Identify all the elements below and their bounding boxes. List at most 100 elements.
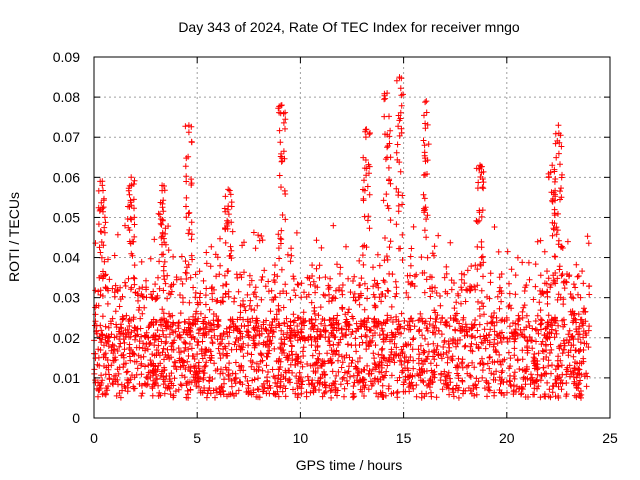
data-point — [379, 345, 386, 352]
data-point — [386, 176, 393, 183]
data-point — [409, 346, 416, 353]
data-point — [498, 317, 505, 324]
data-point — [126, 182, 133, 189]
data-point — [353, 320, 360, 327]
data-point — [111, 252, 118, 259]
data-point — [92, 240, 99, 247]
data-point — [185, 153, 192, 160]
data-point — [250, 325, 257, 332]
data-point — [471, 364, 478, 371]
data-point — [570, 353, 577, 360]
data-point — [406, 322, 413, 329]
data-point — [308, 325, 314, 332]
data-point — [534, 238, 541, 245]
data-point — [92, 311, 99, 318]
data-point — [484, 393, 490, 400]
data-point — [183, 382, 190, 389]
data-point — [427, 315, 434, 322]
data-point — [476, 207, 483, 214]
data-point — [381, 279, 388, 285]
data-point — [222, 225, 228, 231]
data-point — [537, 316, 544, 323]
data-point — [182, 269, 189, 276]
data-point — [491, 336, 498, 343]
data-point — [131, 205, 137, 212]
y-tick-label: 0.09 — [53, 49, 80, 65]
data-point — [498, 389, 504, 396]
data-point — [99, 275, 106, 282]
data-point — [321, 379, 328, 386]
data-point — [104, 285, 111, 292]
data-point — [394, 388, 401, 395]
data-point — [580, 280, 587, 287]
data-point — [155, 382, 162, 389]
data-point — [467, 373, 474, 380]
data-point — [290, 386, 296, 393]
data-point — [479, 367, 486, 374]
data-point — [552, 366, 559, 373]
data-point — [380, 331, 387, 338]
data-point — [187, 329, 194, 335]
data-point — [553, 330, 560, 337]
data-point — [114, 286, 121, 293]
data-point — [265, 343, 271, 350]
data-point — [360, 261, 367, 268]
data-point — [386, 270, 393, 277]
data-point — [213, 273, 220, 280]
data-point — [131, 275, 138, 282]
data-point — [236, 363, 243, 370]
data-point — [346, 354, 353, 361]
data-point — [187, 327, 193, 334]
data-point — [458, 284, 465, 291]
data-point — [322, 371, 329, 378]
data-point — [123, 312, 130, 319]
data-point — [364, 295, 371, 302]
data-point — [101, 214, 108, 221]
data-point — [164, 295, 171, 302]
data-point — [523, 312, 530, 319]
data-point — [511, 369, 518, 376]
data-point — [382, 235, 388, 241]
data-point — [303, 393, 310, 400]
data-point — [431, 347, 438, 354]
data-point — [463, 363, 470, 370]
data-point — [371, 360, 378, 367]
data-point — [282, 109, 289, 116]
data-point — [543, 347, 549, 354]
data-point — [510, 373, 517, 380]
data-point — [361, 177, 367, 184]
data-point — [461, 280, 468, 287]
data-point — [548, 370, 554, 377]
data-point — [278, 150, 285, 157]
data-point — [359, 243, 366, 250]
data-point — [239, 242, 246, 249]
data-point — [468, 340, 475, 347]
data-point — [272, 390, 279, 397]
data-point — [464, 332, 471, 339]
data-point — [112, 378, 119, 385]
data-point — [114, 288, 121, 295]
data-point — [160, 376, 167, 383]
data-point — [415, 360, 422, 367]
data-point — [536, 299, 543, 306]
data-point — [514, 254, 521, 261]
data-point — [581, 305, 587, 312]
data-point — [308, 342, 315, 349]
data-point — [278, 236, 285, 243]
data-point — [541, 248, 548, 255]
data-point — [177, 334, 184, 341]
data-point — [240, 353, 247, 360]
data-point — [474, 327, 481, 334]
data-point — [582, 318, 589, 325]
data-point — [105, 343, 112, 350]
data-point — [522, 381, 529, 388]
data-point — [145, 369, 152, 376]
data-point — [360, 366, 367, 373]
data-point — [410, 335, 417, 342]
data-point — [260, 388, 267, 395]
data-point — [563, 279, 570, 286]
data-point — [162, 340, 169, 347]
data-point — [523, 366, 530, 373]
data-point — [478, 287, 485, 294]
data-point — [242, 373, 249, 380]
